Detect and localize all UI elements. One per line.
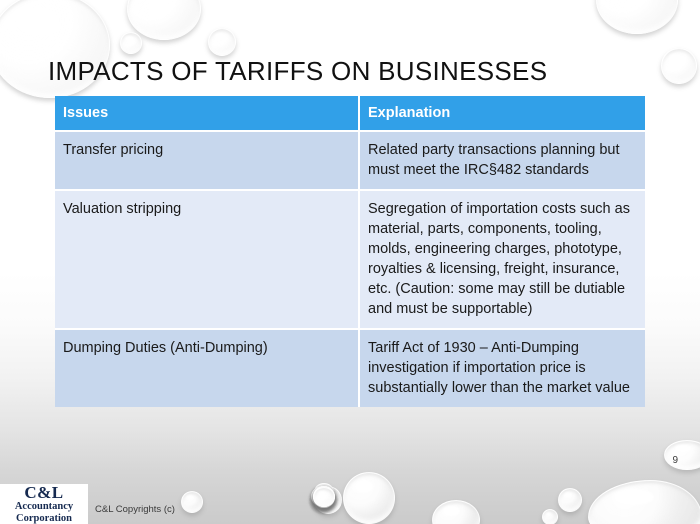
bubble-icon [558, 488, 582, 512]
table-row: Valuation stripping Segregation of impor… [55, 191, 645, 330]
page-number: 9 [672, 455, 678, 466]
column-header-issues: Issues [55, 96, 360, 132]
cell-issue: Transfer pricing [55, 132, 360, 191]
bubble-icon [343, 472, 395, 524]
bubble-icon [127, 0, 201, 40]
cell-explanation: Tariff Act of 1930 – Anti-Dumping invest… [360, 330, 645, 407]
logo-line-corporation: Corporation [16, 512, 72, 524]
impacts-table: Issues Explanation Transfer pricing Rela… [55, 96, 645, 407]
bubble-icon [661, 48, 697, 84]
bubble-icon [313, 486, 335, 507]
bubble-icon [596, 0, 678, 34]
bubble-icon [181, 491, 203, 513]
bubble-icon [120, 32, 142, 54]
bubble-icon [313, 490, 333, 509]
table-header-row: Issues Explanation [55, 96, 645, 132]
cell-explanation: Segregation of importation costs such as… [360, 191, 645, 330]
bubble-icon [313, 486, 335, 507]
bubble-icon [314, 487, 334, 506]
bubble-icon [313, 487, 334, 507]
table-row: Dumping Duties (Anti-Dumping) Tariff Act… [55, 330, 645, 407]
bubble-icon [314, 483, 334, 501]
bubble-icon [311, 486, 334, 507]
cell-explanation: Related party transactions planning but … [360, 132, 645, 191]
bubble-icon [313, 487, 333, 506]
bubble-icon [313, 486, 335, 507]
bubble-icon [313, 487, 335, 508]
bubble-icon [664, 440, 700, 470]
bubble-icon [313, 488, 334, 507]
table-header: Issues Explanation [55, 96, 645, 132]
bubble-icon [313, 486, 335, 507]
bubble-icon [314, 486, 342, 514]
footer-copyright: C&L Copyrights (c) [95, 504, 175, 515]
bubble-icon [312, 487, 334, 507]
bubble-icon [313, 486, 335, 507]
bubble-icon [313, 487, 334, 506]
bubble-icon [313, 487, 335, 507]
company-logo: C&L Accountancy Corporation [0, 484, 88, 524]
cell-issue: Valuation stripping [55, 191, 360, 330]
bubble-icon [208, 28, 236, 56]
logo-monogram: C&L [24, 483, 64, 502]
bubble-icon [432, 500, 480, 524]
page-title: IMPACTS OF TARIFFS ON BUSINESSES [48, 56, 548, 86]
bubble-icon [314, 487, 334, 506]
table-body: Transfer pricing Related party transacti… [55, 132, 645, 407]
cell-issue: Dumping Duties (Anti-Dumping) [55, 330, 360, 407]
column-header-explanation: Explanation [360, 96, 645, 132]
table-row: Transfer pricing Related party transacti… [55, 132, 645, 191]
bubble-icon [588, 480, 700, 524]
bubble-icon [542, 509, 558, 524]
logo-line-accountancy: Accountancy [14, 501, 74, 512]
